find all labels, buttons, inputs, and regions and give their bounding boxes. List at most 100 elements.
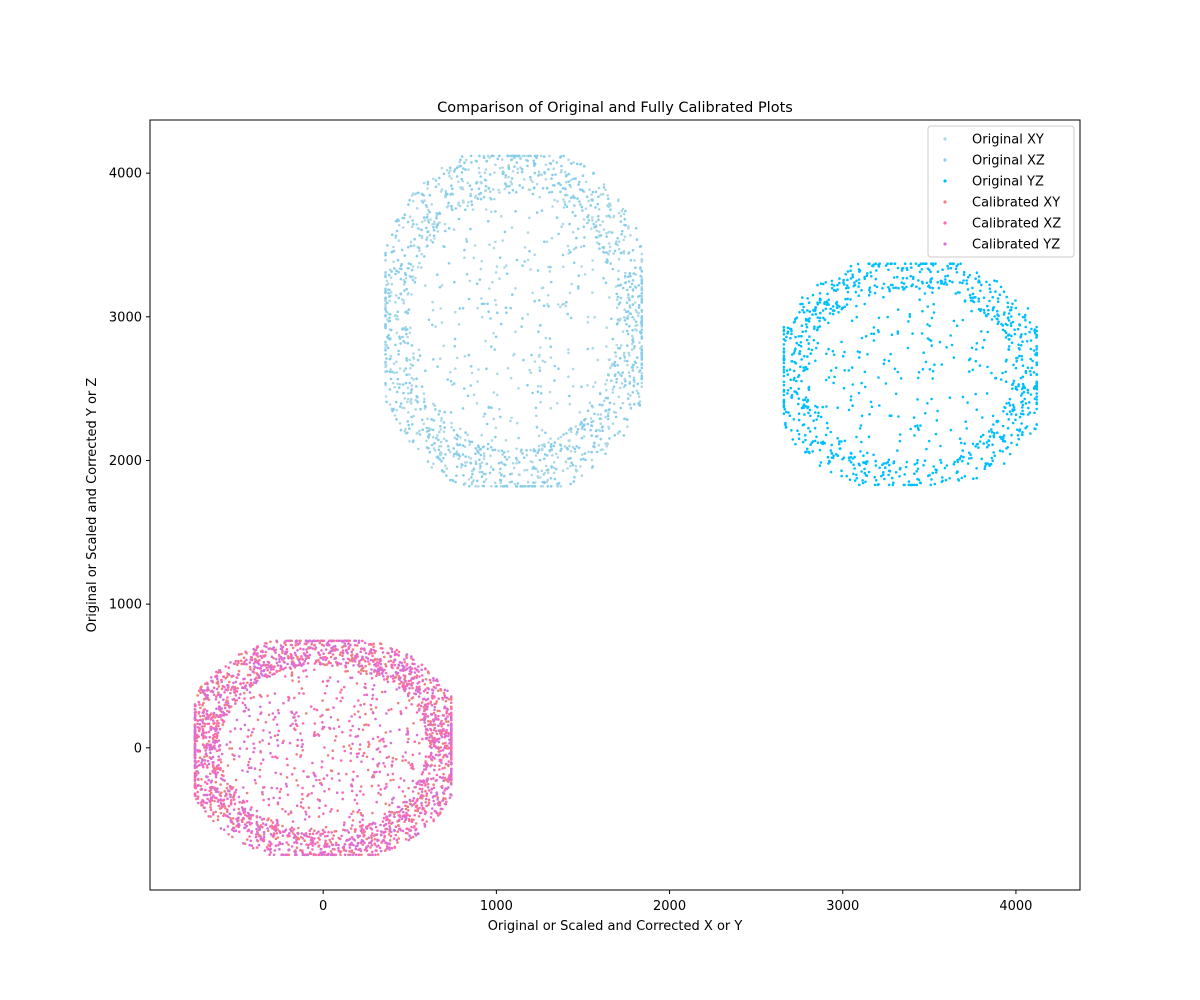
scatter-point (364, 682, 367, 686)
scatter-point (567, 375, 570, 379)
scatter-point (634, 266, 637, 270)
scatter-point (597, 218, 600, 221)
scatter-point (227, 666, 231, 669)
scatter-point (408, 381, 412, 385)
scatter-point (439, 425, 442, 428)
scatter-point (472, 256, 476, 260)
scatter-point (782, 325, 786, 329)
scatter-point (221, 769, 225, 773)
scatter-point (416, 400, 419, 403)
scatter-point (807, 301, 811, 305)
scatter-point (331, 749, 335, 752)
scatter-point (467, 455, 471, 459)
scatter-point (234, 694, 238, 697)
scatter-point (367, 745, 370, 748)
scatter-point (493, 197, 496, 201)
scatter-point (384, 731, 388, 734)
scatter-point (638, 400, 642, 403)
scatter-point (389, 659, 393, 663)
scatter-point (605, 444, 608, 448)
scatter-point (990, 371, 993, 375)
scatter-point (249, 655, 253, 659)
scatter-point (516, 167, 519, 171)
scatter-point (896, 330, 899, 333)
scatter-point (898, 467, 902, 471)
scatter-point (889, 352, 892, 356)
scatter-point (405, 357, 408, 360)
scatter-point (290, 845, 294, 848)
scatter-point (429, 239, 433, 242)
scatter-point (521, 264, 524, 267)
scatter-point (549, 162, 553, 165)
scatter-point (196, 694, 199, 697)
scatter-point (915, 470, 918, 473)
scatter-point (395, 390, 399, 394)
scatter-point (1014, 299, 1017, 302)
scatter-point (575, 236, 578, 240)
scatter-point (633, 345, 636, 348)
scatter-point (450, 192, 453, 195)
scatter-point (268, 701, 272, 704)
scatter-point (799, 302, 802, 306)
scatter-point (587, 450, 590, 454)
scatter-point (782, 383, 786, 387)
scatter-point (540, 443, 544, 447)
scatter-point (963, 300, 967, 303)
scatter-point (520, 167, 524, 171)
scatter-point (629, 259, 633, 262)
scatter-point (564, 180, 568, 184)
scatter-point (623, 223, 626, 227)
scatter-point (590, 434, 593, 437)
scatter-point (432, 234, 436, 237)
scatter-point (449, 370, 452, 374)
scatter-point (384, 313, 387, 317)
scatter-point (988, 299, 991, 303)
scatter-point (227, 710, 231, 714)
scatter-point (403, 406, 406, 410)
scatter-point (426, 691, 429, 694)
scatter-point (479, 180, 483, 184)
scatter-point (268, 844, 272, 848)
scatter-point (348, 744, 351, 747)
scatter-point (874, 262, 877, 266)
scatter-point (442, 430, 446, 434)
scatter-point (959, 455, 963, 458)
scatter-point (491, 468, 495, 471)
scatter-point (410, 825, 413, 829)
scatter-point (575, 433, 578, 436)
scatter-point (410, 766, 413, 770)
scatter-point (387, 291, 390, 295)
scatter-point (538, 353, 541, 357)
scatter-point (379, 642, 383, 646)
scatter-point (824, 433, 828, 437)
scatter-point (841, 354, 845, 358)
scatter-point (1001, 450, 1004, 453)
scatter-point (543, 360, 547, 364)
scatter-point (339, 759, 343, 762)
scatter-point (913, 425, 917, 428)
series-calibrated-yz (193, 639, 453, 857)
scatter-point (434, 325, 438, 328)
scatter-point (1021, 400, 1024, 403)
scatter-point (907, 320, 910, 323)
scatter-point (407, 203, 410, 206)
scatter-point (215, 695, 218, 698)
scatter-point (579, 203, 582, 206)
scatter-point (411, 265, 415, 268)
scatter-point (818, 448, 822, 452)
scatter-point (402, 226, 405, 229)
scatter-point (387, 708, 391, 712)
scatter-point (444, 797, 447, 800)
scatter-point (445, 467, 449, 470)
scatter-point (597, 195, 600, 198)
scatter-point (535, 154, 539, 158)
scatter-point (578, 188, 582, 191)
scatter-point (435, 436, 438, 440)
scatter-point (1033, 411, 1036, 415)
scatter-point (397, 785, 401, 789)
scatter-point (412, 658, 415, 661)
scatter-point (616, 432, 620, 435)
scatter-point (835, 306, 839, 310)
scatter-point (469, 384, 473, 387)
scatter-point (931, 377, 934, 380)
